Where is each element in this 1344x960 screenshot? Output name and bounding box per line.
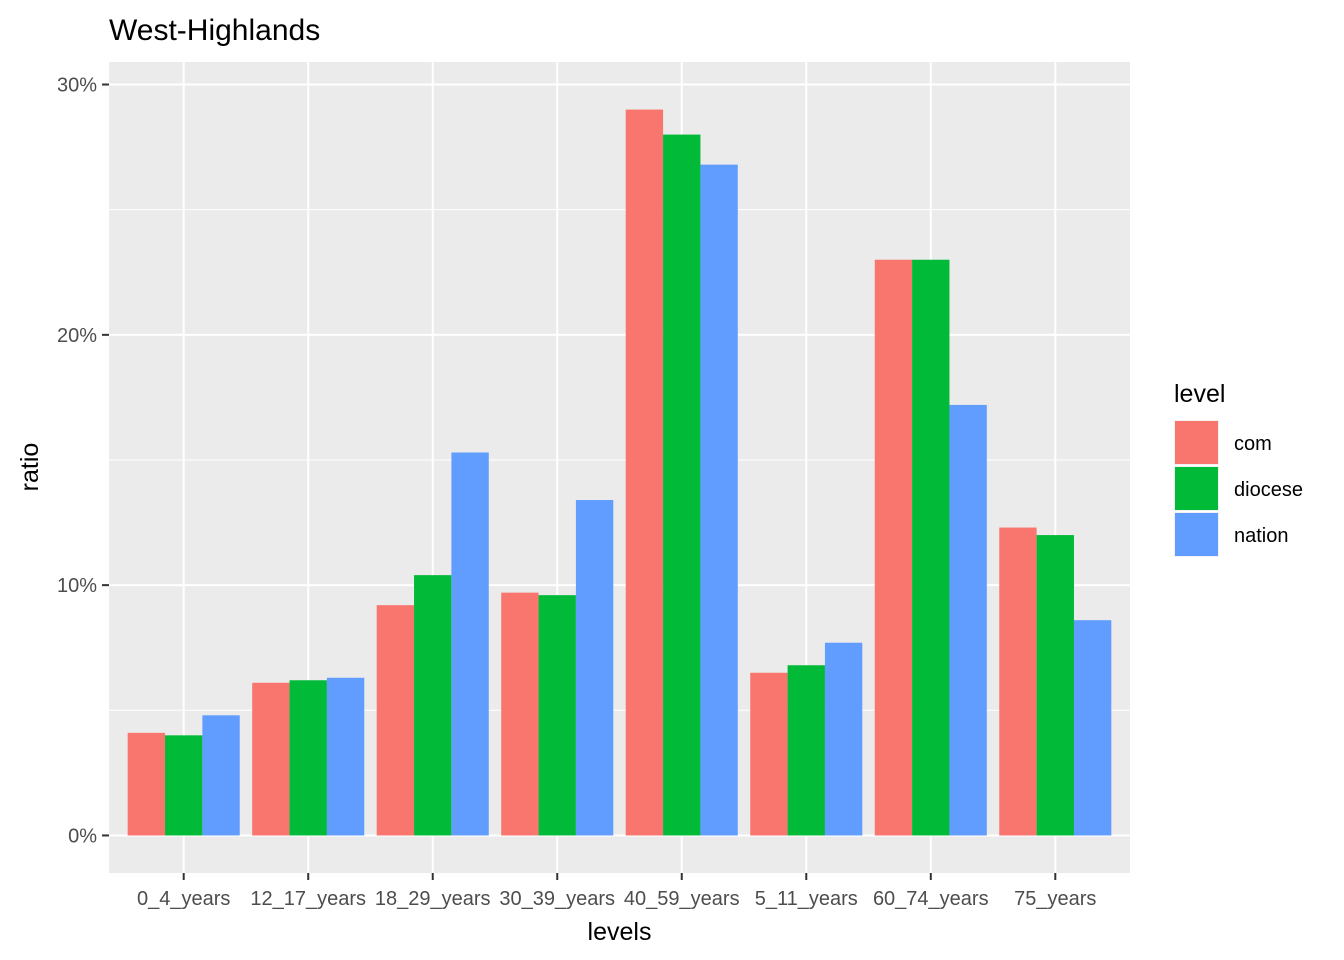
- bar-diocese-30_39_years: [538, 595, 576, 836]
- legend-label-diocese: diocese: [1234, 479, 1303, 501]
- bar-diocese-12_17_years: [289, 680, 327, 836]
- bar-com-40_59_years: [625, 109, 664, 836]
- x-tick-label: 18_29_years: [375, 888, 491, 910]
- bar-com-30_39_years: [501, 592, 539, 836]
- bar-com-5_11_years: [750, 672, 788, 836]
- y-axis-title: ratio: [16, 443, 44, 492]
- y-tick-label: 30%: [57, 75, 97, 97]
- bar-com-0_4_years: [127, 732, 166, 836]
- x-tick-label: 30_39_years: [499, 888, 615, 910]
- y-tick-label: 20%: [57, 325, 97, 347]
- legend-label-com: com: [1234, 433, 1272, 455]
- y-tick-label: 0%: [68, 825, 97, 847]
- bar-diocese-5_11_years: [787, 665, 825, 836]
- y-axis: 0% 10% 20% 30%: [57, 75, 109, 847]
- legend-swatch-com: [1175, 421, 1218, 464]
- x-axis: 0_4_years 12_17_years 18_29_years 30_39_yea…: [137, 873, 1096, 910]
- legend-label-nation: nation: [1234, 525, 1289, 547]
- x-axis-title: levels: [588, 918, 652, 946]
- x-tick-label: 75_years: [1014, 888, 1096, 910]
- x-tick-label: 0_4_years: [137, 888, 230, 910]
- y-tick-label: 10%: [57, 575, 97, 597]
- bar-diocese-0_4_years: [165, 735, 203, 836]
- bar-nation-40_59_years: [700, 164, 738, 836]
- bar-nation-18_29_years: [451, 452, 489, 836]
- bar-com-12_17_years: [252, 682, 290, 836]
- bar-com-18_29_years: [376, 605, 415, 836]
- legend: level com diocese nation: [1174, 380, 1303, 557]
- bar-com-60_74_years: [874, 259, 913, 836]
- bar-nation-60_74_years: [949, 404, 987, 836]
- x-tick-label: 40_59_years: [624, 888, 740, 910]
- x-tick-label: 60_74_years: [873, 888, 989, 910]
- bars: [127, 109, 1112, 836]
- legend-swatch-nation: [1175, 513, 1218, 556]
- bar-nation-12_17_years: [326, 677, 365, 836]
- x-tick-label: 5_11_years: [755, 888, 858, 910]
- chart-title: West-Highlands: [109, 14, 320, 47]
- bar-nation-75_years: [1073, 620, 1112, 836]
- bar-nation-30_39_years: [575, 500, 614, 836]
- x-tick-label: 12_17_years: [250, 888, 366, 910]
- bar-nation-0_4_years: [202, 715, 240, 836]
- bar-diocese-40_59_years: [663, 134, 701, 836]
- legend-swatch-diocese: [1175, 467, 1218, 510]
- bar-diocese-75_years: [1036, 535, 1074, 836]
- legend-title: level: [1174, 380, 1225, 408]
- bar-diocese-18_29_years: [414, 575, 452, 836]
- bar-nation-5_11_years: [824, 642, 863, 836]
- bar-diocese-60_74_years: [912, 259, 950, 836]
- bar-com-75_years: [999, 527, 1037, 836]
